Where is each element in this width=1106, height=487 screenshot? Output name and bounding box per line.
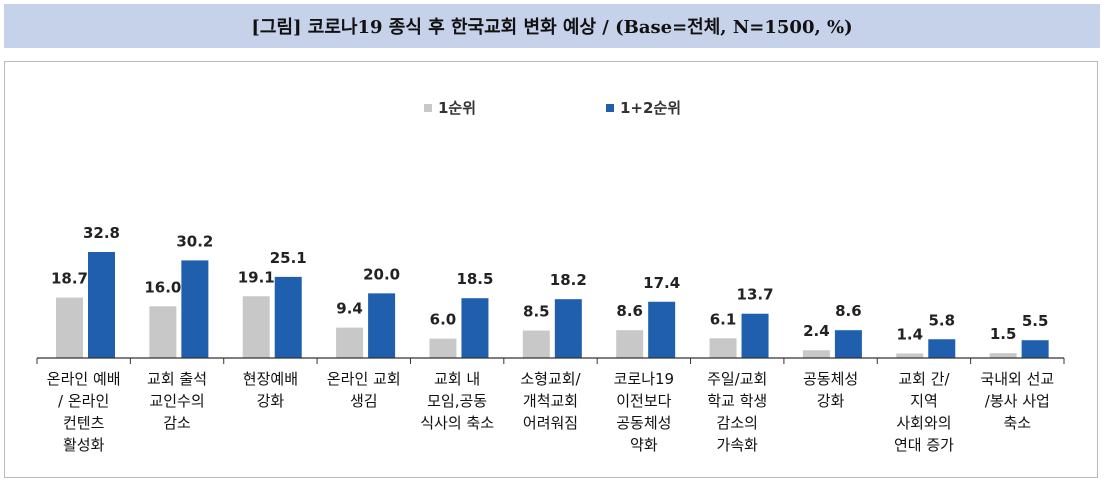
category-label-line: 식사의 축소 (420, 414, 495, 432)
data-label-series1-0: 18.7 (51, 270, 88, 288)
legend-label-series2: 1+2순위 (620, 99, 682, 117)
category-label-line: 활성화 (62, 436, 105, 454)
category-label-line: 가속화 (716, 436, 758, 454)
data-label-series2-9: 5.8 (928, 311, 955, 329)
bar-series1-3 (336, 327, 364, 358)
data-label-series2-5: 18.2 (550, 271, 587, 289)
chart-frame (4, 61, 1098, 478)
title-bar: [그림] 코로나19 종식 후 한국교회 변화 예상 / (Base=전체, N… (4, 4, 1100, 48)
bar-series2-3 (368, 293, 396, 358)
bar-series1-10 (989, 353, 1017, 358)
category-label-line: 연대 증가 (893, 436, 954, 454)
data-label-series1-8: 2.4 (803, 322, 830, 340)
data-label-series1-9: 1.4 (896, 325, 923, 343)
category-label-line: 공동체성 (616, 414, 672, 432)
data-label-series2-2: 25.1 (270, 249, 307, 267)
bar-series2-10 (1021, 340, 1049, 358)
category-label-line: / 온라인 (58, 392, 110, 410)
category-label-line: 주일/교회 (707, 370, 768, 388)
category-label-line: /봉사 사업 (984, 392, 1050, 410)
bar-series2-6 (648, 301, 676, 358)
category-label-line: 이전보다 (616, 392, 672, 410)
bar-series1-2 (242, 296, 270, 358)
bar-series1-9 (896, 353, 924, 358)
data-label-series1-6: 8.6 (616, 302, 643, 320)
bar-series1-8 (802, 350, 830, 358)
category-label-line: 소형교회/ (520, 370, 581, 388)
category-label-line: 약화 (630, 436, 658, 454)
bar-series2-8 (834, 330, 862, 358)
data-label-series1-10: 1.5 (990, 325, 1017, 343)
category-label-line: 교회 간/ (898, 370, 950, 388)
bar-series1-0 (56, 297, 83, 358)
category-label-line: 온라인 예배 (46, 370, 121, 388)
data-label-series2-4: 18.5 (456, 270, 493, 288)
data-label-series1-7: 6.1 (710, 310, 737, 328)
data-label-series2-10: 5.5 (1022, 312, 1049, 330)
category-label-line: 공동체성 (802, 370, 859, 388)
data-label-series1-4: 6.0 (430, 311, 457, 329)
category-label-line: 감소의 (716, 414, 758, 432)
category-label-line: 온라인 교회 (326, 370, 401, 388)
legend-item-series2: 1+2순위 (606, 97, 681, 118)
legend-swatch-series1 (424, 103, 432, 112)
data-label-series1-5: 8.5 (523, 303, 550, 321)
data-label-series2-7: 13.7 (737, 286, 774, 304)
category-label-line: 교인수의 (149, 392, 205, 410)
data-label-series2-8: 8.6 (835, 302, 862, 320)
category-label-line: 모임,공동 (427, 392, 488, 410)
category-label-line: 강화 (816, 392, 845, 410)
category-label-line: 교회 내 (434, 370, 481, 388)
data-label-series2-6: 17.4 (643, 274, 680, 292)
bar-series2-2 (274, 276, 302, 358)
bar-series2-9 (928, 339, 956, 358)
bar-series2-4 (461, 298, 489, 358)
category-label-line: 지역 (910, 392, 938, 410)
category-label-line: 학교 학생 (707, 392, 768, 410)
bar-series1-1 (149, 306, 177, 358)
category-label-line: 생김 (349, 392, 378, 410)
bar-series2-5 (554, 299, 582, 358)
category-label-line: 어려워짐 (522, 414, 579, 432)
legend-item-series1: 1순위 (424, 97, 476, 118)
category-label-line: 컨텐츠 (62, 414, 105, 432)
legend-label-series1: 1순위 (438, 99, 477, 117)
bar-series1-5 (522, 330, 550, 358)
data-label-series2-0: 32.8 (83, 224, 120, 242)
bar-series2-7 (741, 313, 769, 358)
data-label-series2-1: 30.2 (176, 232, 213, 250)
category-label-line: 강화 (256, 392, 285, 410)
chart-title: [그림] 코로나19 종식 후 한국교회 변화 예상 / (Base=전체, N… (251, 17, 853, 38)
bar-series1-6 (616, 330, 644, 358)
category-label-line: 코로나19 (613, 370, 675, 388)
bar-series1-4 (429, 338, 457, 358)
category-label-line: 개척교회 (522, 392, 579, 410)
data-label-series1-1: 16.0 (144, 278, 181, 296)
data-label-series2-3: 20.0 (363, 265, 400, 283)
category-label-line: 교회 출석 (147, 370, 208, 388)
category-label-line: 감소 (163, 414, 191, 432)
bar-series2-1 (181, 260, 209, 358)
bar-series1-7 (709, 338, 737, 358)
data-label-series1-3: 9.4 (336, 300, 363, 318)
legend-swatch-series2 (606, 103, 614, 112)
category-label-line: 사회와의 (896, 414, 952, 432)
category-label-line: 국내외 선교 (980, 370, 1055, 388)
category-label-line: 현장예배 (242, 370, 298, 388)
data-label-series1-2: 19.1 (238, 268, 275, 286)
category-label-line: 축소 (1003, 414, 1032, 432)
bar-series2-0 (88, 252, 115, 358)
